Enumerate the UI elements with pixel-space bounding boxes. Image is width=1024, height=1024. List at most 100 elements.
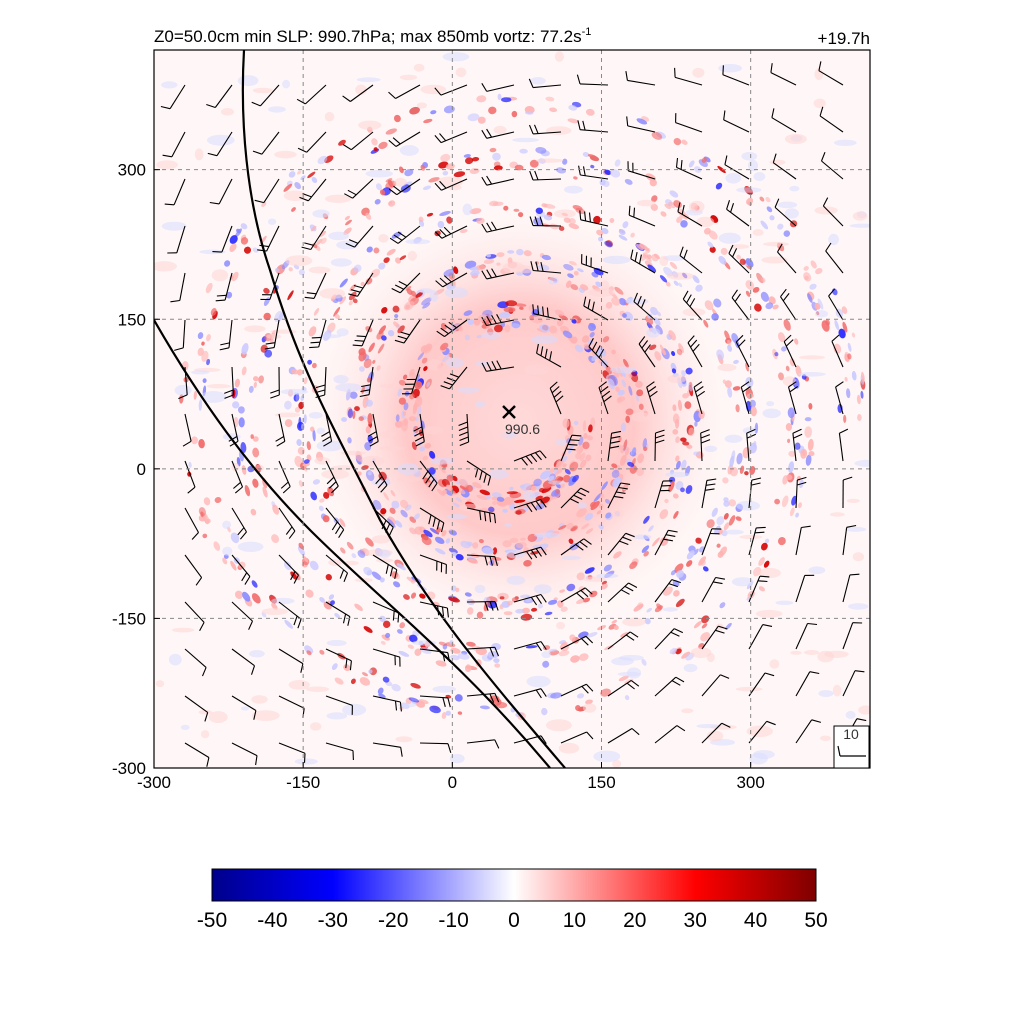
vorticity-speckle (649, 344, 657, 351)
vorticity-speckle (478, 538, 484, 544)
vorticity-speckle (492, 547, 498, 555)
vorticity-blob (282, 79, 291, 89)
wind-barb (401, 366, 421, 395)
vorticity-blob (749, 752, 768, 765)
vorticity-speckle (723, 522, 730, 531)
vorticity-blob (739, 534, 763, 540)
vorticity-speckle (466, 541, 474, 546)
wind-barb (842, 476, 853, 509)
wind-barb (529, 216, 562, 227)
vorticity-speckle (229, 243, 237, 252)
vorticity-speckle (760, 291, 769, 302)
vorticity-speckle (354, 603, 363, 611)
vorticity-speckle (479, 489, 491, 496)
chart-title-main: Z0=50.0cm min SLP: 990.7hPa; max 850mb v… (154, 27, 582, 46)
vorticity-speckle (241, 465, 247, 475)
vorticity-speckle (585, 454, 592, 462)
vorticity-speckle (307, 359, 313, 365)
vorticity-blob (316, 440, 343, 452)
vorticity-blob (736, 187, 762, 193)
vorticity-blob (798, 372, 826, 377)
vorticity-speckle (440, 323, 447, 330)
vorticity-blob (666, 272, 695, 280)
vorticity-speckle (637, 453, 644, 464)
vorticity-blob (326, 712, 348, 720)
wind-barb (224, 366, 234, 399)
vorticity-speckle (642, 438, 648, 449)
vorticity-speckle (576, 572, 585, 581)
wind-barb (184, 460, 196, 494)
vorticity-speckle (760, 220, 769, 230)
vorticity-speckle (575, 705, 581, 711)
vorticity-speckle (675, 436, 680, 444)
vorticity-speckle (463, 310, 473, 316)
vorticity-blob (662, 607, 679, 612)
vorticity-blob (161, 221, 187, 231)
wind-barb (701, 625, 728, 650)
wind-barb (278, 742, 306, 763)
vorticity-speckle (438, 641, 448, 646)
vorticity-blob (814, 310, 829, 318)
wind-barb (842, 670, 865, 697)
colorbar-ticks: -50 -40 -30 -20 -10 0 10 20 30 40 50 (197, 909, 828, 932)
vorticity-speckle (241, 366, 247, 376)
vorticity-speckle (206, 334, 211, 342)
vorticity-blob (600, 280, 610, 291)
wind-barb (579, 210, 609, 227)
vorticity-speckle (674, 418, 680, 429)
vorticity-speckle (561, 642, 568, 646)
vorticity-speckle (564, 468, 571, 475)
vorticity-speckle (604, 512, 613, 521)
wind-barb (560, 587, 593, 603)
vorticity-speckle (713, 298, 722, 308)
wind-barb (748, 720, 776, 744)
vorticity-speckle (540, 470, 551, 480)
wind-barb (822, 197, 844, 227)
vorticity-blob (636, 199, 656, 207)
vorticity-speckle (543, 203, 556, 209)
vorticity-blob (758, 567, 781, 579)
vorticity-speckle (506, 491, 518, 495)
vorticity-blob (777, 201, 798, 209)
vorticity-speckle (576, 693, 585, 699)
wind-barb (389, 225, 421, 244)
vorticity-speckle (689, 381, 693, 387)
wind-barb (654, 628, 684, 650)
vorticity-blob (371, 479, 391, 486)
vorticity-speckle (380, 508, 387, 515)
vorticity-speckle (297, 170, 302, 175)
vorticity-blob (730, 244, 750, 250)
vorticity-blob (432, 685, 457, 693)
vorticity-speckle (409, 634, 418, 643)
vorticity-speckle (519, 594, 530, 599)
vorticity-speckle (723, 497, 729, 503)
y-tick-label: -150 (112, 609, 146, 628)
vorticity-speckle (303, 459, 310, 464)
vorticity-speckle (333, 306, 341, 317)
vorticity-speckle (494, 663, 501, 668)
vorticity-speckle (407, 644, 414, 649)
vorticity-speckle (498, 312, 511, 319)
vorticity-speckle (765, 196, 771, 203)
vorticity-speckle (319, 498, 325, 503)
vorticity-blob (690, 647, 712, 658)
vorticity-speckle (539, 324, 551, 333)
vorticity-speckle (735, 516, 742, 521)
vorticity-blob (378, 234, 389, 243)
vorticity-speckle (781, 495, 789, 508)
vorticity-blob (609, 366, 637, 374)
vorticity-speckle (402, 411, 406, 416)
wind-barb (372, 742, 403, 757)
vorticity-blob (523, 491, 536, 502)
vorticity-speckle (602, 336, 610, 343)
wind-barb (309, 319, 327, 349)
vorticity-blob (326, 639, 347, 647)
vorticity-blob (555, 438, 567, 446)
vorticity-speckle (311, 176, 318, 184)
vorticity-speckle (574, 344, 584, 353)
vorticity-speckle (505, 300, 518, 307)
vorticity-blob (706, 730, 724, 742)
vorticity-speckle (294, 182, 302, 190)
vorticity-blob (556, 621, 566, 630)
wind-barb (352, 319, 374, 347)
